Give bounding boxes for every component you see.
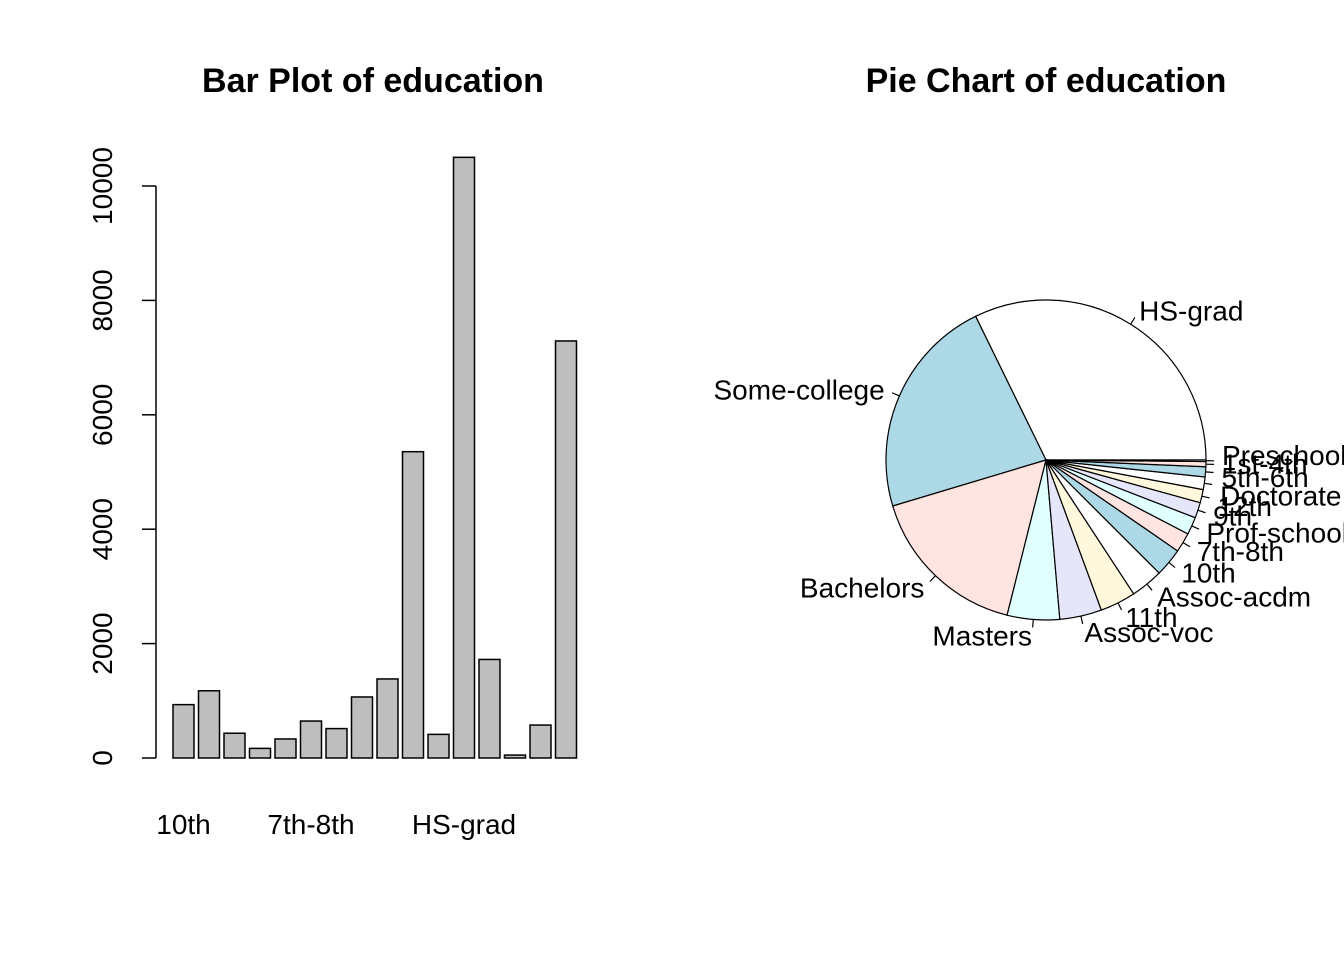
x-tick-label: 10th	[156, 809, 211, 840]
pie-label: Assoc-voc	[1084, 617, 1213, 648]
pie-slice-Bachelors	[892, 459, 1047, 616]
pie-label-tick	[1191, 525, 1200, 530]
pie-label-tick	[1080, 616, 1084, 625]
bar-Assoc-voc	[376, 678, 399, 759]
pie-slice-Some-college	[885, 315, 1047, 507]
bar-Doctorate	[427, 733, 450, 759]
pie-label: 11th	[1125, 602, 1177, 633]
pie-label-tick	[1204, 482, 1213, 486]
pie-label: 7th-8th	[1197, 536, 1284, 567]
pie-label: HS-grad	[1139, 296, 1243, 327]
bar-10th	[172, 703, 195, 759]
pie-label: Preschool	[1222, 440, 1344, 471]
bar-chart: 0 2000 4000 6000 8000 10000 10th 7th-8th HS-grad	[87, 147, 578, 840]
bar-Preschool	[503, 754, 527, 759]
y-tick-label: 2000	[87, 612, 118, 674]
pie-label: 1st-4th	[1222, 449, 1308, 480]
pie-label: 9th	[1213, 500, 1252, 531]
y-tick-label: 8000	[87, 269, 118, 331]
bar-9th	[325, 727, 348, 759]
y-tick-label: 0	[87, 750, 118, 766]
pie-label: Bachelors	[800, 572, 925, 603]
bar-Some-college	[554, 340, 578, 759]
pie-slice-Preschool	[1045, 459, 1207, 463]
x-tick-label: 7th-8th	[267, 809, 354, 840]
bar-12th	[223, 732, 246, 759]
y-tick-label: 10000	[87, 147, 118, 225]
bar-11th	[197, 690, 221, 759]
pie-label: 12th	[1217, 491, 1272, 522]
pie-label-tick	[929, 575, 936, 582]
pie-label: Masters	[932, 620, 1032, 651]
pie-label: Doctorate	[1220, 481, 1341, 512]
pie-label: 5th-6th	[1222, 462, 1309, 493]
pie-label-tick	[1197, 509, 1206, 514]
pie-label-tick	[1130, 317, 1136, 325]
y-tick-label: 6000	[87, 384, 118, 446]
pie-slice-HS-grad	[974, 299, 1207, 461]
y-tick-label: 4000	[87, 498, 118, 560]
pie-label-tick	[1182, 542, 1191, 548]
bar-Bachelors	[401, 450, 425, 759]
pie-label-tick	[1032, 619, 1034, 628]
bar-1st-4th	[248, 747, 272, 759]
bar-Prof-school	[529, 724, 552, 759]
bar-Assoc-acdm	[350, 696, 374, 759]
pie-label: Assoc-acdm	[1157, 582, 1311, 613]
pie-label-tick	[1168, 561, 1176, 569]
pie-label: Some-college	[714, 375, 885, 406]
pie-label: 10th	[1181, 558, 1236, 589]
pie-label-tick	[1205, 471, 1214, 474]
pie-label-tick	[1146, 583, 1153, 591]
pie-chart-title: Pie Chart of education	[866, 62, 1227, 100]
bar-Masters	[478, 658, 501, 759]
bar-HS-grad	[452, 156, 476, 759]
bar-7th-8th	[299, 720, 323, 759]
bar-5th-6th	[274, 738, 297, 759]
pie-label-tick	[1117, 602, 1123, 611]
pie-label-tick	[891, 392, 900, 397]
pie-label-tick	[1201, 495, 1210, 499]
bar-chart-title: Bar Plot of education	[202, 62, 544, 100]
x-tick-label: HS-grad	[412, 809, 516, 840]
pie-label: Prof-school	[1206, 517, 1344, 548]
